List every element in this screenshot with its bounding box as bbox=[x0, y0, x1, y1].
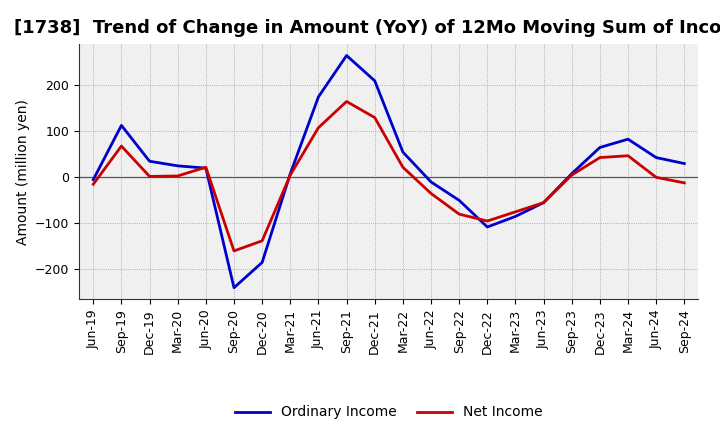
Y-axis label: Amount (million yen): Amount (million yen) bbox=[16, 99, 30, 245]
Ordinary Income bbox=[117, 123, 126, 128]
Ordinary Income bbox=[455, 198, 464, 203]
Ordinary Income bbox=[89, 177, 98, 182]
Net Income bbox=[117, 143, 126, 149]
Ordinary Income bbox=[314, 94, 323, 99]
Net Income bbox=[314, 125, 323, 130]
Net Income bbox=[370, 115, 379, 120]
Net Income bbox=[174, 173, 182, 179]
Net Income bbox=[595, 155, 604, 160]
Net Income bbox=[286, 172, 294, 178]
Net Income bbox=[258, 238, 266, 243]
Line: Net Income: Net Income bbox=[94, 102, 684, 251]
Ordinary Income bbox=[230, 285, 238, 290]
Ordinary Income bbox=[539, 200, 548, 205]
Ordinary Income bbox=[511, 214, 520, 219]
Net Income bbox=[483, 218, 492, 224]
Line: Ordinary Income: Ordinary Income bbox=[94, 55, 684, 288]
Ordinary Income bbox=[624, 136, 632, 142]
Title: [1738]  Trend of Change in Amount (YoY) of 12Mo Moving Sum of Incomes: [1738] Trend of Change in Amount (YoY) o… bbox=[14, 19, 720, 37]
Net Income bbox=[539, 200, 548, 205]
Net Income bbox=[680, 180, 688, 186]
Net Income bbox=[427, 191, 436, 196]
Ordinary Income bbox=[174, 163, 182, 169]
Ordinary Income bbox=[595, 145, 604, 150]
Net Income bbox=[399, 165, 408, 170]
Ordinary Income bbox=[652, 155, 660, 160]
Ordinary Income bbox=[258, 260, 266, 265]
Ordinary Income bbox=[286, 171, 294, 176]
Ordinary Income bbox=[680, 161, 688, 166]
Net Income bbox=[652, 175, 660, 180]
Net Income bbox=[455, 212, 464, 217]
Ordinary Income bbox=[427, 180, 436, 185]
Ordinary Income bbox=[370, 78, 379, 84]
Net Income bbox=[342, 99, 351, 104]
Ordinary Income bbox=[202, 165, 210, 171]
Net Income bbox=[89, 182, 98, 187]
Net Income bbox=[624, 153, 632, 158]
Net Income bbox=[230, 248, 238, 253]
Net Income bbox=[567, 172, 576, 178]
Ordinary Income bbox=[567, 171, 576, 176]
Ordinary Income bbox=[483, 224, 492, 230]
Net Income bbox=[511, 209, 520, 214]
Net Income bbox=[145, 174, 154, 179]
Ordinary Income bbox=[342, 53, 351, 58]
Ordinary Income bbox=[399, 150, 408, 155]
Legend: Ordinary Income, Net Income: Ordinary Income, Net Income bbox=[229, 400, 549, 425]
Ordinary Income bbox=[145, 158, 154, 164]
Net Income bbox=[202, 165, 210, 170]
